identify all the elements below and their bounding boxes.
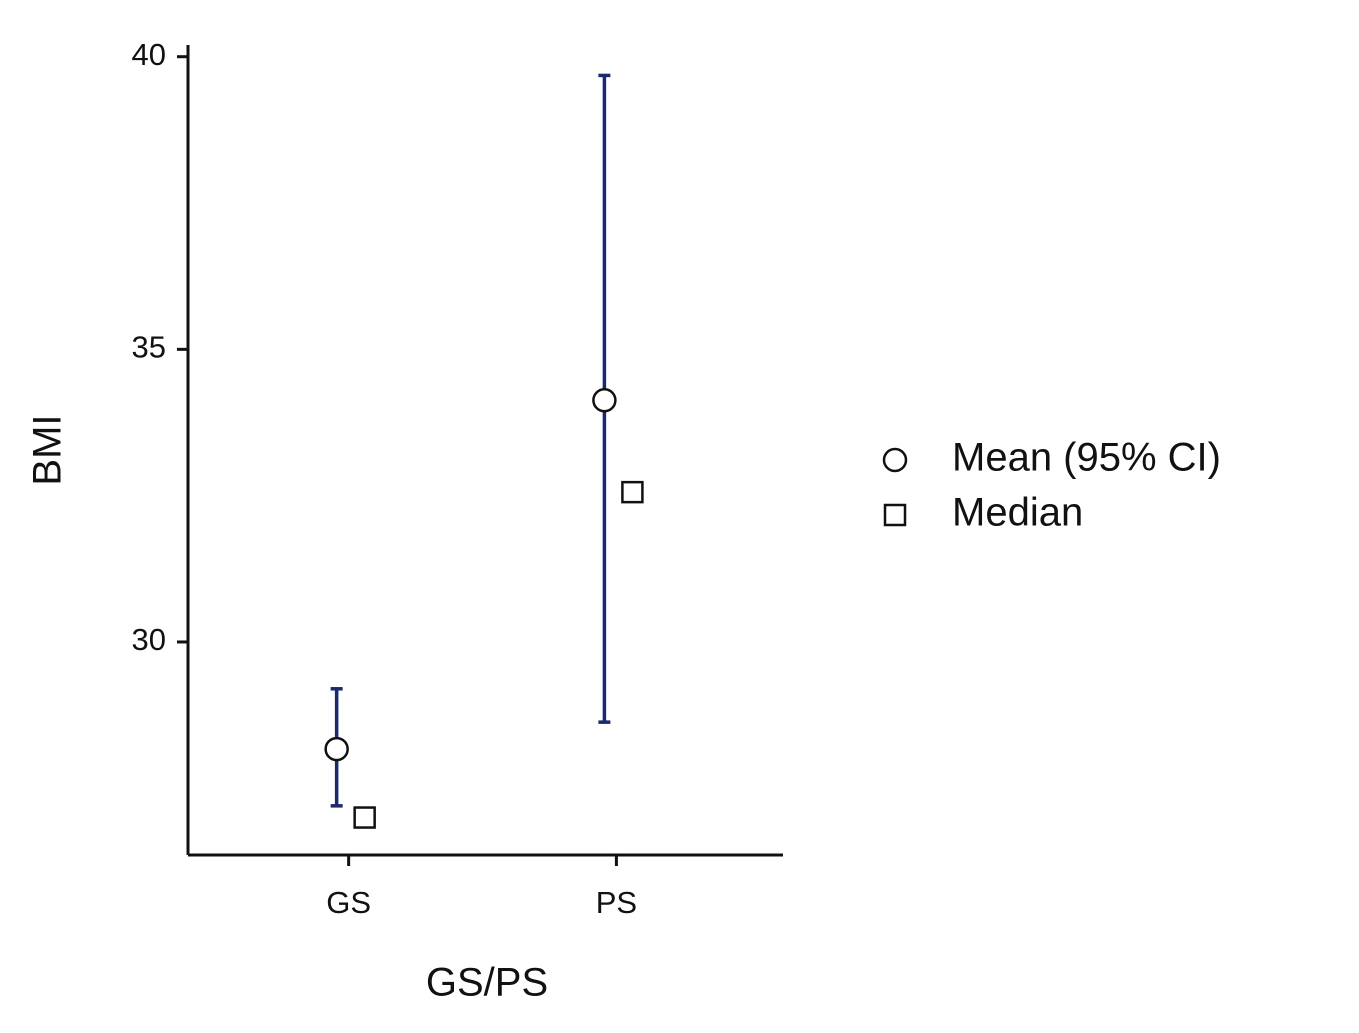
x-axis-label: GS/PS	[426, 961, 548, 1005]
legend-label: Mean (95% CI)	[952, 436, 1221, 480]
x-tick-label: GS	[326, 885, 371, 920]
y-tick-label: 30	[132, 622, 166, 657]
legend-marker	[883, 503, 907, 527]
square-marker	[353, 806, 376, 829]
legend-marker	[882, 447, 908, 473]
y-tick-label: 40	[132, 37, 166, 72]
square-marker	[621, 480, 644, 504]
circle-marker	[592, 388, 617, 413]
x-tick-label: PS	[596, 885, 637, 920]
legend-label: Median	[952, 491, 1083, 535]
circle-marker	[324, 736, 349, 762]
y-tick-label: 35	[132, 330, 166, 365]
y-axis-label: BMI	[26, 414, 70, 485]
